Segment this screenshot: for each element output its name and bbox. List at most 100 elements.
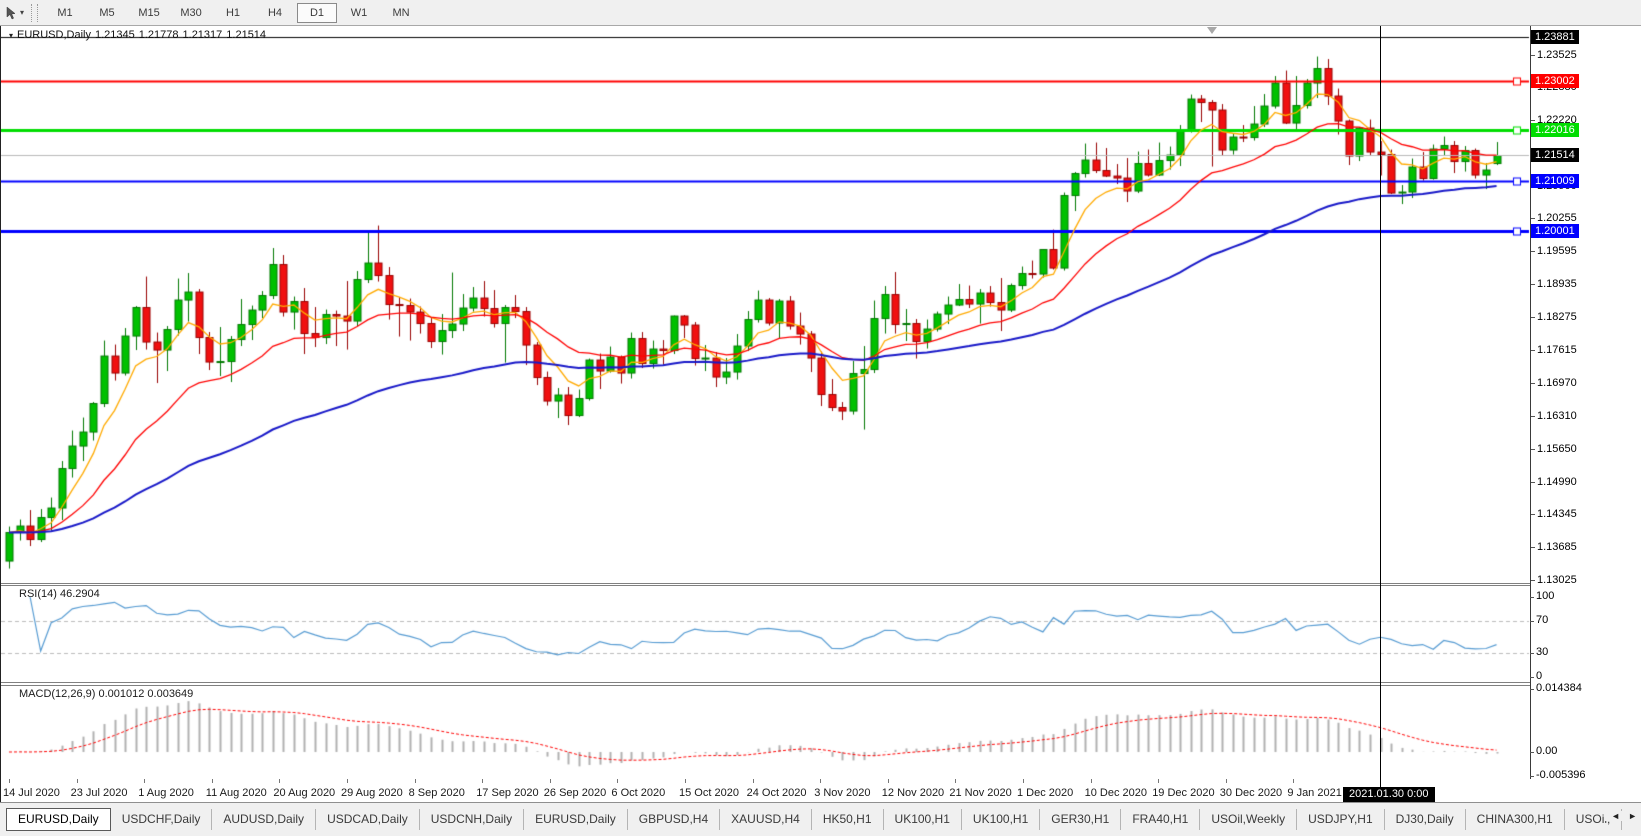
timeframe-button-m5[interactable]: M5 (99, 6, 115, 19)
date-tick (1090, 779, 1092, 783)
price-tick-label: 1.19595 (1531, 245, 1577, 258)
price-tick-label: 1.13025 (1531, 573, 1577, 586)
date-label: 26 Sep 2020 (543, 787, 607, 799)
caret-down-icon[interactable]: ▾ (20, 8, 25, 17)
rsi-axis-label: 0 (1529, 670, 1543, 682)
price-tick-label: 1.18935 (1531, 278, 1577, 291)
date-tick (1023, 779, 1024, 783)
top-toolbar: ▾ M1 M5 M15 M30 H1 H4 D1 W1 MN (0, 0, 1641, 26)
price-tick-label: 1.14345 (1531, 507, 1577, 520)
panel-separator (1, 583, 1530, 584)
chart-tab-usdchf-daily[interactable]: USDCHF,Daily (111, 809, 213, 830)
price-tick-label: 1.14990 (1531, 475, 1577, 488)
timeframe-button-mn[interactable]: MN (392, 6, 410, 19)
timeframe-button-h4[interactable]: H4 (267, 6, 283, 19)
ohlc-high: 1.21778 (138, 29, 179, 41)
price-level-label: 1.22016 (1531, 123, 1579, 138)
crosshair-vertical-line (1380, 26, 1381, 788)
date-tick (482, 779, 484, 783)
macd-label: MACD(12,26,9) 0.001012 0.003649 (19, 688, 194, 700)
date-axis[interactable]: 14 Jul 2020 23 Jul 2020 1 Aug 2020 11 Aug 2… (1, 779, 1641, 802)
chart-tab-gbpusd-h4[interactable]: GBPUSD,H4 (628, 809, 721, 830)
rsi-axis-label: 100 (1529, 590, 1555, 602)
tab-scroll-right-icon[interactable]: ► (1628, 811, 1637, 821)
date-label: 6 Oct 2020 (611, 787, 666, 799)
timeframe-button-w1[interactable]: W1 (350, 6, 368, 19)
price-level-label: 1.21009 (1531, 173, 1579, 188)
date-label: 19 Dec 2020 (1152, 787, 1215, 799)
rsi-axis-label: 70 (1529, 614, 1549, 626)
rsi-axis-label: 30 (1529, 646, 1549, 658)
date-label: 21 Nov 2020 (949, 787, 1012, 799)
date-label: 12 Nov 2020 (881, 787, 945, 799)
chart-tab-usdcad-daily[interactable]: USDCAD,Daily (316, 809, 420, 830)
tab-scroll-buttons: ◄ ► (1605, 811, 1637, 821)
price-tick-label: 1.15650 (1531, 442, 1577, 455)
timeframe-button-m30[interactable]: M30 (180, 6, 202, 19)
date-label: 20 Aug 2020 (273, 787, 336, 799)
date-tick (820, 779, 822, 783)
chart-tab-hk50-h1[interactable]: HK50,H1 (812, 809, 884, 830)
price-level-label: 1.21514 (1531, 148, 1579, 163)
macd-axis-label: 0.014384 (1530, 681, 1582, 694)
chart-tab-xauusd-h4[interactable]: XAUUSD,H4 (720, 809, 812, 830)
chart-tab-usoil-weekly[interactable]: USOil,Weekly (1200, 809, 1298, 830)
date-label: 24 Oct 2020 (746, 787, 807, 799)
chart-tab-ger30-h1[interactable]: GER30,H1 (1040, 809, 1122, 830)
date-tick (1293, 779, 1295, 783)
chart-tab-uk100-h1[interactable]: UK100,H1 (884, 809, 962, 830)
price-axis[interactable]: 1.235251.228801.222201.215601.209001.202… (1530, 26, 1641, 802)
price-level-label: 1.23002 (1531, 73, 1579, 88)
timeframe-button-d1[interactable]: D1 (297, 2, 338, 23)
chart-tab-fra40-h1[interactable]: FRA40,H1 (1121, 809, 1201, 830)
chart-cursor-icon[interactable] (2, 4, 20, 22)
timeframe-button-group: M1 M5 M15 M30 H1 H4 D1 W1 MN (44, 2, 422, 23)
chart-tab-usdcnh-daily[interactable]: USDCNH,Daily (420, 809, 525, 830)
date-label: 1 Aug 2020 (138, 787, 194, 799)
date-tick (1225, 779, 1227, 783)
ohlc-close: 1.21514 (226, 29, 267, 41)
chart-tab-dj30-daily[interactable]: DJ30,Daily (1385, 809, 1466, 830)
chart-tab-audusd-daily[interactable]: AUDUSD,Daily (212, 809, 317, 830)
chart-shift-marker[interactable] (1207, 27, 1217, 34)
price-tick-label: 1.22220 (1531, 114, 1577, 127)
date-tick (617, 779, 619, 783)
chart-tab-uk100-h1[interactable]: UK100,H1 (962, 809, 1041, 830)
chart-region: ▾ EURUSD,Daily 1.21345 1.21778 1.21317 1… (0, 26, 1641, 802)
date-tick (211, 779, 213, 783)
tab-scroll-left-icon[interactable]: ◄ (1611, 811, 1621, 821)
rsi-indicator-chart[interactable] (1, 585, 1530, 683)
timeframe-button-m1[interactable]: M1 (57, 6, 73, 19)
date-label: 10 Dec 2020 (1084, 787, 1147, 799)
macd-indicator-chart[interactable] (1, 685, 1530, 780)
panel-separator (1, 682, 1530, 683)
price-tick-label: 1.16970 (1531, 376, 1577, 389)
chart-symbol-label: EURUSD,Daily (17, 29, 91, 41)
chart-tab-bar: EURUSD,Daily USDCHF,Daily AUDUSD,Daily USDC… (0, 802, 1641, 836)
date-tick (279, 779, 281, 783)
main-price-chart[interactable] (1, 26, 1530, 583)
date-tick (347, 779, 348, 783)
date-tick (685, 779, 686, 783)
chart-title: ▾ EURUSD,Daily 1.21345 1.21778 1.21317 1… (9, 29, 266, 41)
date-label: 29 Aug 2020 (341, 787, 403, 799)
date-tick (76, 779, 78, 783)
chart-tab-usdjpy-h1[interactable]: USDJPY,H1 (1297, 809, 1385, 830)
date-label: 11 Aug 2020 (205, 787, 267, 799)
one-click-trading-toggle-icon[interactable]: ▾ (9, 30, 14, 40)
price-level-label: 1.23881 (1531, 30, 1579, 44)
chart-tab-china300-h1[interactable]: CHINA300,H1 (1466, 809, 1565, 830)
rsi-label: RSI(14) 46.2904 (19, 588, 100, 600)
price-tick-label: 1.17615 (1531, 344, 1577, 357)
timeframe-button-m15[interactable]: M15 (138, 6, 160, 19)
price-tick-label: 1.18275 (1531, 311, 1577, 324)
macd-axis-label: 0.00 (1529, 745, 1558, 757)
timeframe-button-h1[interactable]: H1 (225, 6, 241, 19)
chart-tab-eurusd-daily[interactable]: EURUSD,Daily (6, 808, 111, 831)
date-tick (549, 779, 551, 783)
date-tick (1158, 779, 1160, 783)
macd-axis-label: -0.005396 (1530, 768, 1586, 781)
date-tick (752, 779, 754, 783)
chart-tab-eurusd-daily[interactable]: EURUSD,Daily (524, 809, 628, 830)
ohlc-low: 1.21317 (182, 29, 223, 41)
